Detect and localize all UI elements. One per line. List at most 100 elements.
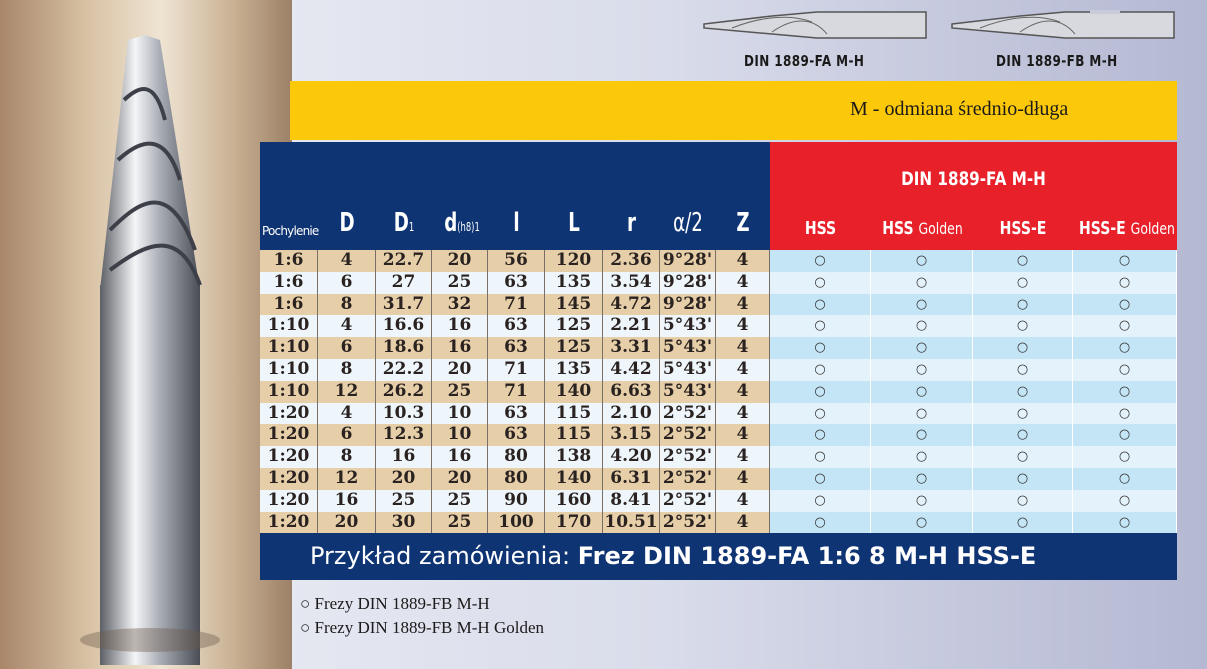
availability-mark: ○ xyxy=(1073,446,1177,468)
availability-mark: ○ xyxy=(1073,380,1177,403)
availability-mark: ○ xyxy=(1073,315,1177,338)
col-header-D: D xyxy=(339,208,355,238)
cell-D: 4 xyxy=(318,250,376,272)
cell-pochylenie: 1:20 xyxy=(260,446,318,468)
cell-d: 25 xyxy=(432,489,488,512)
cell-Z: 4 xyxy=(716,511,770,534)
cell-d: 25 xyxy=(432,271,488,294)
availability-mark: ○ xyxy=(770,380,871,403)
cell-d: 16 xyxy=(432,337,488,359)
cell-pochylenie: 1:20 xyxy=(260,402,318,425)
cell-L: 120 xyxy=(545,250,603,272)
availability-mark: ○ xyxy=(973,250,1073,272)
availability-mark: ○ xyxy=(973,293,1073,316)
cell-l: 56 xyxy=(488,250,545,272)
cell-r: 4.20 xyxy=(603,446,660,468)
availability-mark: ○ xyxy=(1073,250,1177,272)
standard-header xyxy=(770,142,1177,250)
col-header-pochylenie: Pochylenie xyxy=(262,224,319,238)
cell-d: 25 xyxy=(432,511,488,534)
cell-l: 90 xyxy=(488,489,545,512)
standard-title: DIN 1889-FA M-H xyxy=(901,168,1046,190)
cell-l: 71 xyxy=(488,293,545,316)
cell-pochylenie: 1:6 xyxy=(260,271,318,294)
availability-mark: ○ xyxy=(1073,467,1177,490)
cell-L: 115 xyxy=(545,402,603,425)
cell-alpha: 9°28' xyxy=(660,271,716,294)
table-row: 1:20 8 16 16 80 138 4.20 2°52' 4 ○ ○ ○ ○ xyxy=(260,446,1177,468)
availability-mark: ○ xyxy=(770,358,871,381)
availability-mark: ○ xyxy=(770,250,871,272)
din-1889-fa-label: DIN 1889-FA M-H xyxy=(744,52,865,70)
cell-D1: 12.3 xyxy=(376,424,432,447)
availability-mark: ○ xyxy=(973,380,1073,403)
availability-mark: ○ xyxy=(973,446,1073,468)
table-row: 1:20 16 25 25 90 160 8.41 2°52' 4 ○ ○ ○ ○ xyxy=(260,489,1177,512)
material-hss-golden: HSS Golden xyxy=(882,218,963,239)
cell-pochylenie: 1:10 xyxy=(260,358,318,381)
availability-mark: ○ xyxy=(770,315,871,338)
cell-l: 63 xyxy=(488,337,545,359)
availability-mark: ○ xyxy=(973,358,1073,381)
availability-mark: ○ xyxy=(871,467,973,490)
cell-L: 125 xyxy=(545,337,603,359)
cell-D1: 18.6 xyxy=(376,337,432,359)
cell-L: 135 xyxy=(545,271,603,294)
cell-pochylenie: 1:10 xyxy=(260,315,318,338)
variant-text: M - odmiana średnio-długa xyxy=(850,98,1069,120)
cell-D1: 27 xyxy=(376,271,432,294)
cell-d: 10 xyxy=(432,402,488,425)
col-header-r: r xyxy=(627,208,636,238)
availability-mark: ○ xyxy=(871,446,973,468)
table-row: 1:20 20 30 25 100 170 10.51 2°52' 4 ○ ○ ○ ○ xyxy=(260,511,1177,534)
cell-D1: 22.7 xyxy=(376,250,432,272)
availability-mark: ○ xyxy=(973,402,1073,425)
cell-alpha: 2°52' xyxy=(660,467,716,490)
dimensions-table: 1:6 4 22.7 20 56 120 2.36 9°28' 4 ○ ○ ○ ○ 1:6 6 27 25 63 1… xyxy=(260,250,1177,534)
material-hss: HSS xyxy=(804,218,837,239)
availability-mark: ○ xyxy=(871,293,973,316)
cell-L: 140 xyxy=(545,380,603,403)
cell-l: 63 xyxy=(488,424,545,447)
cell-pochylenie: 1:10 xyxy=(260,380,318,403)
availability-mark: ○ xyxy=(871,315,973,338)
cell-r: 3.31 xyxy=(603,337,660,359)
cell-alpha: 5°43' xyxy=(660,380,716,403)
cell-r: 2.36 xyxy=(603,250,660,272)
cell-pochylenie: 1:20 xyxy=(260,467,318,490)
cell-alpha: 2°52' xyxy=(660,489,716,512)
cell-Z: 4 xyxy=(716,315,770,338)
table-row: 1:10 6 18.6 16 63 125 3.31 5°43' 4 ○ ○ ○ ○ xyxy=(260,337,1177,359)
cell-Z: 4 xyxy=(716,402,770,425)
availability-mark: ○ xyxy=(973,271,1073,294)
cell-L: 125 xyxy=(545,315,603,338)
cell-l: 100 xyxy=(488,511,545,534)
cell-D1: 16.6 xyxy=(376,315,432,338)
cell-alpha: 9°28' xyxy=(660,250,716,272)
cell-D: 16 xyxy=(318,489,376,512)
cell-l: 80 xyxy=(488,467,545,490)
din-1889-fb-tool-image xyxy=(951,10,1175,39)
cell-Z: 4 xyxy=(716,293,770,316)
cell-d: 20 xyxy=(432,467,488,490)
cell-d: 10 xyxy=(432,424,488,447)
availability-mark: ○ xyxy=(973,424,1073,447)
cell-D: 4 xyxy=(318,315,376,338)
table-row: 1:6 4 22.7 20 56 120 2.36 9°28' 4 ○ ○ ○ ○ xyxy=(260,250,1177,272)
cell-D: 6 xyxy=(318,271,376,294)
cell-D: 6 xyxy=(318,424,376,447)
table-row: 1:20 6 12.3 10 63 115 3.15 2°52' 4 ○ ○ ○ ○ xyxy=(260,424,1177,447)
cell-L: 145 xyxy=(545,293,603,316)
cell-pochylenie: 1:20 xyxy=(260,424,318,447)
availability-mark: ○ xyxy=(1073,489,1177,512)
cell-L: 170 xyxy=(545,511,603,534)
cell-d: 32 xyxy=(432,293,488,316)
availability-mark: ○ xyxy=(770,293,871,316)
cell-L: 138 xyxy=(545,446,603,468)
availability-mark: ○ xyxy=(1073,511,1177,534)
availability-mark: ○ xyxy=(770,446,871,468)
table-row: 1:6 8 31.7 32 71 145 4.72 9°28' 4 ○ ○ ○ ○ xyxy=(260,293,1177,316)
cell-l: 63 xyxy=(488,271,545,294)
cell-D: 6 xyxy=(318,337,376,359)
cell-d: 20 xyxy=(432,250,488,272)
